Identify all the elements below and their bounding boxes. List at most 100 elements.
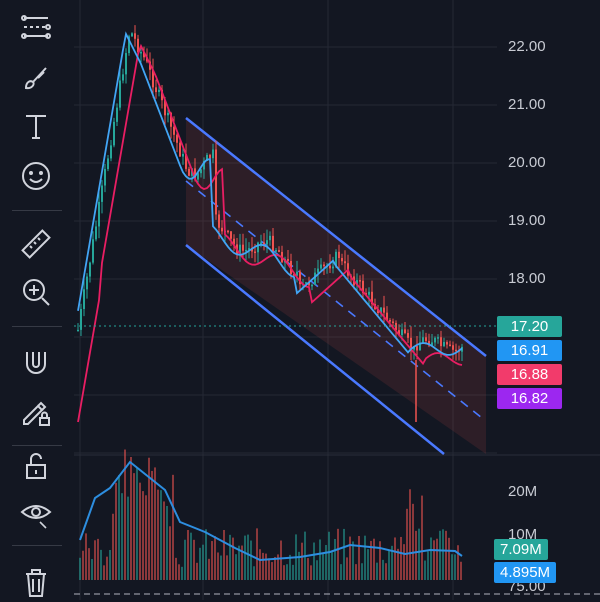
eye-hide-icon[interactable] [14,492,58,532]
volume-bar [370,540,372,580]
candle-body [278,250,280,252]
volume-bar [121,493,123,580]
magnet-icon[interactable] [14,342,58,382]
volume-bar [229,534,231,580]
volume-bar [142,491,144,580]
volume-bar [394,537,396,580]
candle-body [332,266,334,269]
candle-body [341,258,343,262]
candle-body [338,251,340,259]
volume-bar [223,530,225,580]
regression-channel-fill[interactable] [186,118,486,454]
volume-bar [169,526,171,580]
candle-body [89,262,91,277]
volume-bar [202,544,204,580]
candle-body [134,33,136,39]
candle-body [431,342,433,346]
candle-body [395,322,397,331]
volume-bar [220,555,222,580]
lock-drawing-icon[interactable] [14,392,58,432]
candle-body [143,51,145,58]
candle-body [437,337,439,339]
volume-bar [88,548,90,580]
candle-body [107,158,109,170]
candle-body [254,251,256,254]
candle-body [248,248,250,250]
candle-body [170,112,172,127]
text-tool-icon[interactable] [14,106,58,146]
volume-bar [205,529,207,580]
volume-bar [316,560,318,580]
volume-bar [340,564,342,580]
volume-bar [82,550,84,580]
volume-bar [418,528,420,580]
volume-bar [211,541,213,580]
candle-body [293,274,295,276]
volume-bar [442,529,444,580]
volume-bar [250,540,252,580]
candle-body [356,280,358,286]
candle-body [110,145,112,159]
volume-bar [415,530,417,580]
volume-bar [454,554,456,580]
volume-bar [379,541,381,580]
volume-bar [232,537,234,580]
ruler-icon[interactable] [14,224,58,264]
volume-bar [190,532,192,580]
volume-bars [79,449,462,580]
brush-tool-icon[interactable] [14,58,58,98]
candle-body [452,345,454,350]
candle-body [368,291,370,295]
candle-body [314,272,316,285]
trend-line-tools-icon[interactable] [14,8,58,48]
candle-body [230,231,232,239]
candle-body [197,173,199,180]
candle-body [122,74,124,81]
volume-bar [430,537,432,580]
volume-bar [301,542,303,580]
candle-body [272,235,274,252]
volume-bar [331,552,333,580]
candle-body [200,169,202,174]
drawing-toolbar [0,0,74,600]
ma-fast-price-tag: 16.91 [497,340,562,361]
channel-lower-line[interactable] [185,244,445,455]
toolbar-separator [12,545,62,546]
volume-bar [85,533,87,580]
channel-upper-line[interactable] [185,117,487,357]
emoji-tool-icon[interactable] [14,156,58,196]
volume-bar [307,558,309,580]
candle-body [455,349,457,352]
candle-body [434,337,436,343]
volume-axis-label: 10M [508,526,538,543]
candle-body [101,185,103,202]
volume-bar [265,553,267,580]
volume-bar [103,565,105,580]
volume-bar [208,558,210,580]
volume-bar [382,559,384,580]
volume-bar [280,540,282,580]
candle-body [344,261,346,264]
volume-bar [286,564,288,580]
trash-icon[interactable] [14,562,58,602]
volume-bar [451,554,453,580]
zoom-in-icon[interactable] [14,272,58,312]
price-axis-label: 20.00 [508,154,546,171]
candle-body [329,265,331,269]
volume-bar [259,549,261,580]
candle-body [443,342,445,347]
price-axis-label: 18.00 [508,270,546,287]
candle-body [380,307,382,314]
volume-bar [226,555,228,580]
volume-bar [409,489,411,580]
candle-body [176,134,178,143]
volume-bar [439,530,441,580]
candle-body [446,342,448,345]
volume-bar [346,557,348,580]
ma-slow-line [77,43,463,423]
unlock-icon[interactable] [14,446,58,486]
price-chart[interactable] [74,0,600,600]
volume-bar [181,566,183,580]
price-axis-label: 19.00 [508,212,546,229]
line-price-tag: 16.82 [497,388,562,409]
